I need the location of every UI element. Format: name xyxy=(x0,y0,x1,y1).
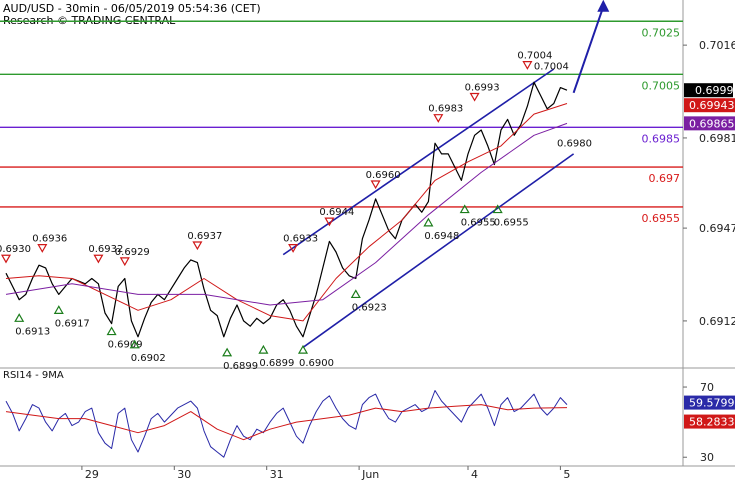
price-note-label: 0.6980 xyxy=(557,139,592,150)
x-tick-label-jun: Jun xyxy=(361,468,379,480)
rsi-panel-title: RSI14 - 9MA xyxy=(3,370,64,381)
swing-high-label: 0.6993 xyxy=(465,82,500,93)
swing-low-marker xyxy=(350,289,361,299)
swing-high-label: 0.6933 xyxy=(283,234,318,245)
swing-low-marker xyxy=(297,344,309,354)
rsi-value-label: 58.2833 xyxy=(689,416,735,429)
swing-high-marker xyxy=(192,241,203,251)
projection-arrow-head xyxy=(597,0,610,12)
swing-high-marker xyxy=(370,180,381,190)
rsi-series-rsi-ma xyxy=(5,404,568,441)
swing-high-marker xyxy=(324,217,335,227)
channel-lower-line xyxy=(302,153,575,349)
ma-value-label: 0.69943 xyxy=(689,99,735,112)
rsi-value-box xyxy=(684,395,735,410)
price-series-price xyxy=(5,81,568,338)
projection-arrow-shaft xyxy=(572,6,605,94)
swing-high-label: 0.6937 xyxy=(187,231,222,242)
x-tick-label-4: 4 xyxy=(471,468,478,480)
swing-low-marker xyxy=(459,204,470,214)
swing-low-label: 0.6917 xyxy=(55,318,90,329)
swing-low-marker xyxy=(222,347,233,357)
ma-value-label: 0.69865 xyxy=(689,117,735,130)
x-tick-label-31: 31 xyxy=(270,468,284,480)
swing-low-label: 0.6923 xyxy=(352,302,387,313)
swing-low-marker xyxy=(423,217,434,227)
swing-high-label: 0.7004 xyxy=(517,51,552,62)
swing-low-label: 0.6909 xyxy=(108,340,143,351)
swing-low-marker xyxy=(129,339,140,349)
level-label-resistance: 0.7025 xyxy=(642,26,681,39)
swing-low-marker xyxy=(53,305,64,314)
swing-low-label: 0.6948 xyxy=(424,231,459,242)
chart-subtitle: Research © TRADING CENTRAL xyxy=(3,14,176,27)
y-tick-label: 0.7016 xyxy=(699,39,735,52)
swing-high-label: 0.6983 xyxy=(428,104,463,115)
current-price-label: 0.6999 xyxy=(695,84,734,97)
rsi-y-tick-label: 70 xyxy=(700,381,714,394)
swing-high-label: 0.6944 xyxy=(319,207,354,218)
swing-high-marker xyxy=(37,244,48,253)
x-tick-label-5: 5 xyxy=(563,468,570,480)
price-series-ma-slow xyxy=(5,122,568,306)
swing-high-marker xyxy=(288,244,299,253)
swing-low-label: 0.6955 xyxy=(494,218,529,229)
swing-low-marker xyxy=(492,204,503,214)
rsi-value-label: 59.5799 xyxy=(689,397,735,410)
ma-value-box xyxy=(684,116,735,131)
y-tick-label: 0.6912 xyxy=(699,315,735,328)
swing-low-label: 0.6955 xyxy=(461,218,496,229)
swing-high-label: 0.6936 xyxy=(32,234,67,245)
swing-low-label: 0.6900 xyxy=(299,358,334,369)
rsi-series-rsi xyxy=(5,390,568,458)
swing-high-label: 0.6960 xyxy=(366,170,401,181)
swing-high-marker xyxy=(433,114,444,123)
y-tick-label: 0.6981 xyxy=(699,132,735,145)
swing-low-marker xyxy=(258,344,269,354)
swing-low-label: 0.6913 xyxy=(15,326,50,337)
swing-high-marker xyxy=(0,254,12,264)
ma-value-box xyxy=(684,98,735,113)
swing-low-label: 0.6902 xyxy=(131,353,166,364)
swing-high-marker xyxy=(469,92,480,102)
level-label-support: 0.6955 xyxy=(642,212,681,225)
level-label-resistance: 0.7005 xyxy=(642,79,681,92)
current-price-box xyxy=(684,83,733,98)
price-series-ma-fast xyxy=(5,103,568,322)
chart-title: AUD/USD - 30min - 06/05/2019 05:54:36 (C… xyxy=(3,2,261,15)
swing-high-label: 0.6929 xyxy=(115,247,150,258)
level-label-pivot: 0.6985 xyxy=(642,132,681,145)
swing-low-marker xyxy=(14,313,25,322)
swing-high-marker xyxy=(119,257,130,267)
x-tick-label-29: 29 xyxy=(85,468,99,480)
swing-high-label: 0.6932 xyxy=(88,244,123,255)
swing-low-marker xyxy=(106,326,117,336)
price-note-label: 0.7004 xyxy=(534,62,569,73)
x-tick-label-30: 30 xyxy=(177,468,191,480)
swing-high-marker xyxy=(93,254,104,264)
level-label-support: 0.697 xyxy=(649,172,681,185)
rsi-value-box xyxy=(684,414,735,429)
swing-low-label: 0.6899 xyxy=(223,361,258,372)
swing-high-label: 0.6930 xyxy=(0,244,31,255)
swing-high-marker xyxy=(522,61,533,70)
y-tick-label: 0.6947 xyxy=(699,222,735,235)
swing-low-label: 0.6899 xyxy=(259,358,294,369)
rsi-y-tick-label: 30 xyxy=(700,451,714,464)
